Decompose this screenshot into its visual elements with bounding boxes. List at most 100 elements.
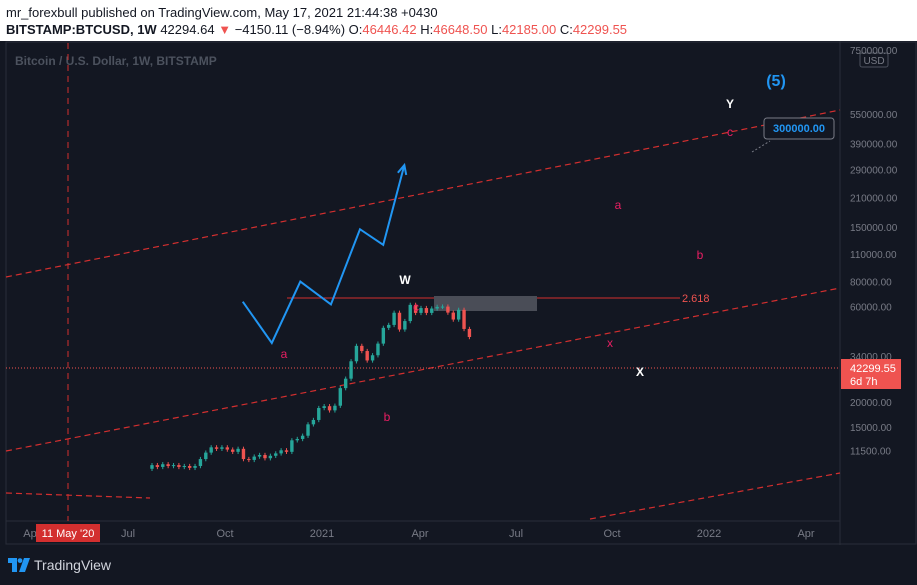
- lower-channel-line[interactable]: [589, 472, 841, 520]
- price-tick-label: 750000.00: [850, 46, 898, 57]
- tradingview-logo-icon[interactable]: [8, 558, 30, 572]
- candle-up[interactable]: [236, 448, 240, 452]
- upper-channel-line[interactable]: [5, 109, 841, 278]
- candle-up[interactable]: [311, 419, 316, 425]
- candle-down[interactable]: [263, 454, 267, 459]
- time-tick-label: Jul: [509, 528, 523, 540]
- open-label: O:: [348, 22, 363, 37]
- high-label: H:: [420, 22, 434, 37]
- candle-up[interactable]: [435, 306, 439, 309]
- close-value: 42299.55: [572, 22, 628, 37]
- wave-label-b-2: b: [697, 248, 704, 262]
- price-tick-label: 390000.00: [850, 140, 898, 151]
- candle-up[interactable]: [381, 327, 386, 344]
- candle-up[interactable]: [279, 450, 283, 454]
- candle-up[interactable]: [204, 452, 208, 460]
- middle-channel-line[interactable]: [5, 287, 841, 452]
- candle-down[interactable]: [327, 406, 332, 411]
- candle-down[interactable]: [247, 459, 251, 461]
- candle-up[interactable]: [419, 308, 423, 313]
- down-arrow-icon: ▼: [218, 22, 232, 37]
- candle-down[interactable]: [187, 466, 192, 468]
- candle-up[interactable]: [252, 456, 256, 460]
- candle-up[interactable]: [171, 465, 176, 467]
- candle-up[interactable]: [198, 459, 203, 467]
- target-callout-box[interactable]: [763, 117, 835, 140]
- price-scale[interactable]: 750000.00 550000.00 390000.00 290000.00 2100…: [850, 46, 898, 457]
- projection-path[interactable]: [241, 164, 406, 345]
- candle-up[interactable]: [322, 406, 326, 409]
- candle-up[interactable]: [290, 440, 294, 452]
- candle-up[interactable]: [403, 321, 407, 330]
- candle-down[interactable]: [424, 308, 429, 313]
- candle-up[interactable]: [354, 345, 359, 362]
- time-tick-label: 2021: [310, 528, 334, 540]
- candle-down[interactable]: [365, 351, 369, 361]
- brand-name[interactable]: TradingView: [34, 557, 112, 573]
- currency-badge[interactable]: USD: [863, 56, 884, 67]
- currency-badge-box[interactable]: [859, 52, 889, 68]
- candle-up[interactable]: [150, 465, 154, 469]
- candle-down[interactable]: [451, 312, 455, 320]
- candle-up[interactable]: [349, 361, 353, 379]
- candle-down[interactable]: [413, 304, 418, 313]
- candle-down[interactable]: [397, 312, 402, 330]
- candlestick-series[interactable]: [150, 302, 472, 471]
- price-chart[interactable]: Bitcoin / U.S. Dollar, 1W, BITSTAMP USD …: [0, 41, 917, 545]
- support-line[interactable]: [5, 492, 151, 499]
- candle-up[interactable]: [430, 308, 434, 313]
- candle-down[interactable]: [214, 447, 219, 449]
- candle-up[interactable]: [333, 405, 337, 411]
- price-tick-label: 210000.00: [850, 194, 898, 205]
- candle-up[interactable]: [387, 324, 391, 328]
- candle-down[interactable]: [177, 465, 181, 467]
- candle-down[interactable]: [284, 450, 289, 452]
- candle-up[interactable]: [376, 343, 380, 356]
- chart-area[interactable]: Bitcoin / U.S. Dollar, 1W, BITSTAMP USD …: [0, 41, 917, 545]
- candle-down[interactable]: [166, 464, 170, 467]
- candle-up[interactable]: [182, 466, 186, 468]
- target-zone-box[interactable]: [434, 296, 537, 311]
- price-tick-label: 11500.00: [850, 446, 891, 457]
- time-scale[interactable]: Ap Jul Oct 2021 Apr Jul Oct 2022 Apr: [23, 528, 815, 540]
- wave-label-x-minor: x: [607, 336, 613, 350]
- candle-up[interactable]: [193, 466, 197, 468]
- projection-arrow-icon: [397, 162, 408, 176]
- price-tick-label: 550000.00: [850, 110, 898, 121]
- candle-up[interactable]: [268, 455, 273, 459]
- candle-up[interactable]: [456, 309, 461, 320]
- candle-down[interactable]: [225, 447, 230, 450]
- candle-up[interactable]: [209, 447, 213, 453]
- candle-down[interactable]: [360, 345, 364, 352]
- close-label: C:: [559, 22, 573, 37]
- candle-down[interactable]: [446, 306, 450, 313]
- candle-up[interactable]: [338, 388, 342, 406]
- candle-up[interactable]: [220, 447, 224, 449]
- candle-down[interactable]: [467, 328, 472, 337]
- price-tick-label: 20000.00: [850, 398, 892, 409]
- candle-up[interactable]: [317, 408, 321, 420]
- candle-down[interactable]: [241, 448, 246, 460]
- candle-up[interactable]: [300, 435, 305, 439]
- candle-up[interactable]: [161, 464, 165, 467]
- wave-label-5: (5): [766, 73, 786, 90]
- candle-up[interactable]: [257, 454, 262, 457]
- wave-label-a-1: a: [281, 347, 288, 361]
- wave-label-w: W: [399, 273, 411, 287]
- crosshair-date-box: [36, 524, 100, 542]
- candle-up[interactable]: [274, 453, 278, 456]
- candle-up[interactable]: [295, 438, 299, 441]
- candle-down[interactable]: [462, 309, 466, 329]
- candle-up[interactable]: [343, 378, 348, 389]
- candle-up[interactable]: [408, 304, 412, 322]
- callout-pointer: [751, 140, 771, 153]
- candle-down[interactable]: [155, 465, 160, 467]
- candle-up[interactable]: [370, 355, 375, 361]
- low-value: 42185.00: [501, 22, 557, 37]
- candle-up[interactable]: [306, 424, 310, 436]
- last-price: 42294.64: [160, 22, 215, 37]
- candle-up[interactable]: [440, 306, 445, 308]
- candle-up[interactable]: [392, 312, 396, 325]
- candle-down[interactable]: [231, 449, 235, 452]
- plot-pane[interactable]: [6, 43, 840, 521]
